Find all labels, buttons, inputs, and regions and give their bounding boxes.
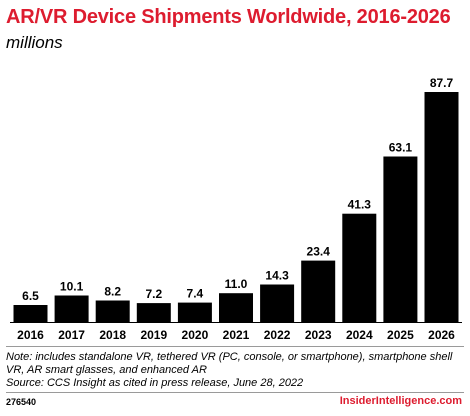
chart-title: AR/VR Device Shipments Worldwide, 2016-2… (6, 6, 451, 28)
bar-chart: 6.5 2016 10.1 2017 8.2 2018 7.2 2019 7.4 2020 11.0… (10, 76, 462, 342)
bar-2017 (54, 295, 89, 322)
x-tick-label: 2017 (58, 328, 85, 342)
bar-2023 (301, 260, 336, 322)
bar-value-label: 23.4 (307, 245, 331, 259)
bar-2022 (260, 284, 295, 322)
x-tick-label: 2020 (182, 328, 209, 342)
bar-2019 (136, 303, 171, 322)
source-text: Source: CCS Insight as cited in press re… (6, 377, 304, 389)
footer-bottom-divider (6, 392, 464, 393)
chart-footnote: Note: includes standalone VR, tethered V… (6, 351, 466, 390)
bar-value-label: 14.3 (265, 269, 289, 283)
bar-value-label: 7.2 (145, 287, 162, 301)
x-tick-label: 2024 (346, 328, 373, 342)
x-tick-label: 2026 (428, 328, 455, 342)
chart-subtitle: millions (6, 33, 63, 52)
x-tick-label: 2016 (17, 328, 44, 342)
bar-2016 (13, 305, 48, 322)
bar-value-label: 87.7 (430, 76, 454, 90)
x-tick-label: 2019 (140, 328, 167, 342)
x-tick-label: 2022 (264, 328, 291, 342)
x-tick-label: 2023 (305, 328, 332, 342)
chart-id: 276540 (6, 397, 37, 407)
bar-2026 (424, 92, 459, 322)
bar-value-label: 8.2 (104, 285, 121, 299)
bar-2018 (95, 300, 130, 322)
x-tick-label: 2025 (387, 328, 414, 342)
bar-value-label: 7.4 (187, 287, 204, 301)
footer-divider (6, 346, 464, 347)
bar-value-label: 6.5 (22, 289, 39, 303)
bar-value-label: 10.1 (60, 280, 84, 294)
bar-value-label: 41.3 (348, 198, 372, 212)
bar-2025 (383, 156, 418, 322)
x-tick-label: 2021 (223, 328, 250, 342)
bar-value-label: 11.0 (225, 277, 248, 291)
brand-logo-text: InsiderIntelligence.com (339, 395, 462, 407)
bar-2021 (219, 293, 253, 322)
note-text: Note: includes standalone VR, tethered V… (6, 351, 453, 376)
x-tick-label: 2018 (99, 328, 126, 342)
bar-value-label: 63.1 (389, 141, 413, 155)
bar-2024 (342, 213, 377, 322)
bar-2020 (177, 302, 212, 322)
